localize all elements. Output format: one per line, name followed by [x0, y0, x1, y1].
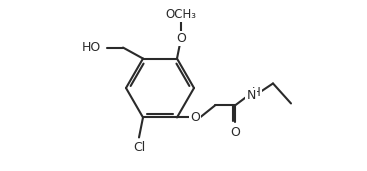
Text: OCH₃: OCH₃	[166, 8, 196, 21]
Text: H: H	[252, 86, 260, 99]
Text: O: O	[230, 126, 240, 139]
Text: HO: HO	[82, 41, 101, 54]
Text: O: O	[190, 111, 200, 124]
Text: O: O	[176, 32, 186, 45]
Text: N: N	[246, 89, 256, 102]
Text: Cl: Cl	[133, 141, 145, 154]
